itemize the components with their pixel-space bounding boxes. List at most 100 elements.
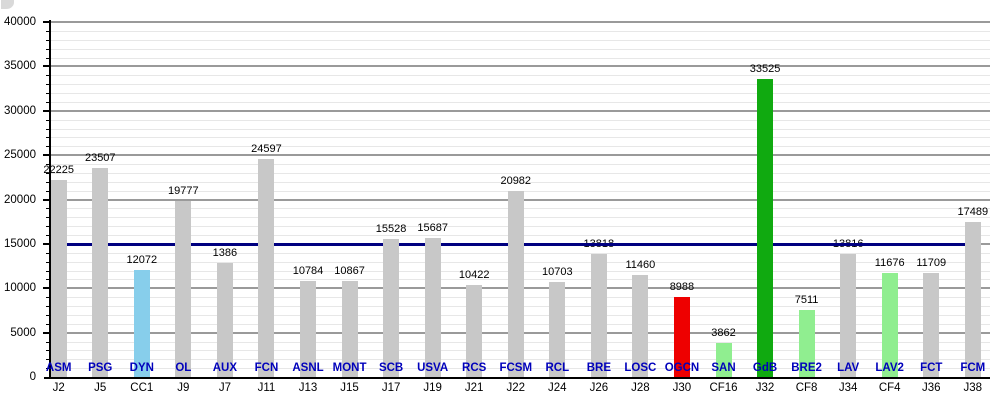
gridline-minor bbox=[51, 119, 990, 121]
bar-AUX bbox=[216, 262, 233, 377]
bar-value-label: 7511 bbox=[794, 294, 819, 307]
y-axis-tick-major bbox=[43, 65, 49, 68]
x-axis-label-CF16: CF16 bbox=[709, 382, 738, 394]
y-axis-label: 0 bbox=[29, 371, 36, 383]
team-label-MONT: MONT bbox=[332, 362, 367, 374]
y-axis-label: 5000 bbox=[10, 326, 36, 339]
y-axis-tick-minor bbox=[46, 164, 49, 165]
team-label-PSG: PSG bbox=[88, 362, 113, 374]
bar-value-label: 15687 bbox=[417, 221, 448, 234]
x-axis-label-J13: J13 bbox=[298, 382, 318, 394]
bar-LAV bbox=[840, 254, 857, 377]
team-label-FCN: FCN bbox=[254, 362, 279, 374]
gridline-minor bbox=[51, 75, 990, 77]
y-axis-tick-minor bbox=[46, 368, 49, 370]
bar-value-label: 12072 bbox=[126, 253, 158, 266]
y-axis-tick-minor bbox=[46, 30, 49, 32]
gridline-major bbox=[51, 65, 990, 68]
gridline-minor bbox=[51, 101, 990, 103]
y-axis-tick-minor bbox=[46, 261, 49, 263]
y-axis-tick-minor bbox=[46, 297, 49, 299]
y-axis-tick-minor bbox=[46, 39, 49, 41]
bar-value-label: 22225 bbox=[43, 163, 74, 176]
team-label-GdB: GdB bbox=[752, 362, 778, 374]
x-axis-label-CC1: CC1 bbox=[130, 382, 154, 394]
gridline-minor bbox=[51, 137, 990, 139]
gridline-major bbox=[51, 154, 990, 157]
bar-ASNL bbox=[300, 281, 316, 377]
x-axis-label-J28: J28 bbox=[631, 382, 650, 394]
gridline-minor bbox=[51, 30, 990, 32]
y-axis-tick-minor bbox=[46, 84, 49, 86]
bar-ASM bbox=[50, 179, 67, 377]
bar-OGCN bbox=[673, 297, 690, 377]
gridline-minor bbox=[51, 128, 990, 130]
team-label-BRE: BRE bbox=[586, 362, 611, 374]
x-axis-label-J34: J34 bbox=[838, 382, 858, 394]
x-axis-label-J22: J22 bbox=[506, 382, 526, 394]
bar-LAV2 bbox=[881, 273, 898, 377]
y-axis-tick-major bbox=[43, 198, 49, 201]
gridline-major bbox=[51, 109, 990, 112]
bar-value-label: 10422 bbox=[458, 268, 490, 281]
x-axis-label-CF8: CF8 bbox=[795, 382, 818, 394]
team-label-SCB: SCB bbox=[378, 362, 404, 374]
bar-value-label: 17489 bbox=[957, 205, 989, 218]
bar-value-label: 11676 bbox=[874, 257, 905, 270]
bar-value-label: 33525 bbox=[749, 63, 781, 76]
team-label-DYN: DYN bbox=[129, 362, 154, 374]
bar-MONT bbox=[341, 280, 358, 377]
x-axis-label-J21: J21 bbox=[464, 382, 484, 394]
team-label-FCSM: FCSM bbox=[499, 362, 533, 374]
y-axis-label: 20000 bbox=[4, 193, 36, 206]
bar-value-label: 24597 bbox=[251, 142, 282, 155]
bar-value-label: 10784 bbox=[292, 265, 324, 278]
gridline-minor bbox=[51, 48, 990, 50]
y-axis-tick-minor bbox=[46, 48, 49, 50]
y-axis-tick-minor bbox=[46, 323, 49, 325]
bar-BRE2 bbox=[798, 310, 815, 377]
x-axis-label-J9: J9 bbox=[177, 382, 190, 394]
y-axis-tick-major bbox=[43, 287, 49, 290]
bar-value-label: 1386 bbox=[212, 246, 238, 259]
y-axis-label: 15000 bbox=[4, 237, 36, 250]
y-axis-label: 25000 bbox=[4, 149, 36, 162]
y-axis-label: 35000 bbox=[4, 60, 36, 73]
bar-DYN bbox=[133, 269, 150, 377]
bar-value-label: 10867 bbox=[334, 264, 365, 277]
team-label-FCM: FCM bbox=[960, 362, 986, 374]
y-axis-tick-minor bbox=[46, 350, 49, 352]
x-axis-line bbox=[44, 377, 990, 379]
x-axis-label-J11: J11 bbox=[257, 382, 276, 394]
bar-SCB bbox=[383, 239, 400, 377]
y-axis-label: 10000 bbox=[4, 282, 36, 295]
y-axis-tick-minor bbox=[46, 279, 49, 281]
x-axis-label-J36: J36 bbox=[921, 382, 941, 394]
gridline-minor bbox=[51, 57, 990, 59]
bar-PSG bbox=[92, 168, 109, 377]
y-axis-tick-minor bbox=[46, 306, 49, 307]
x-axis-label-J7: J7 bbox=[218, 382, 231, 394]
y-axis-tick-minor bbox=[46, 208, 49, 210]
bar-value-label: 15528 bbox=[375, 223, 407, 236]
y-axis-tick-minor bbox=[46, 252, 49, 254]
gridline-minor bbox=[51, 172, 990, 174]
y-axis-tick-minor bbox=[46, 226, 49, 228]
team-label-FCT: FCT bbox=[920, 362, 943, 374]
bar-FCN bbox=[258, 158, 275, 377]
bar-FCT bbox=[923, 273, 940, 377]
y-axis-tick-major bbox=[43, 331, 49, 334]
screen-corner-artifact bbox=[1, 0, 14, 9]
y-axis-tick-minor bbox=[46, 101, 49, 103]
bar-value-label: 8988 bbox=[669, 281, 695, 294]
gridline-major bbox=[51, 21, 990, 23]
team-label-LOSC: LOSC bbox=[624, 362, 657, 374]
bar-RCS bbox=[466, 284, 483, 377]
x-axis-label-J5: J5 bbox=[94, 382, 107, 394]
y-axis-tick-minor bbox=[46, 190, 49, 192]
bar-value-label: 3862 bbox=[711, 326, 736, 339]
gridline-minor bbox=[51, 146, 990, 148]
y-axis-tick-minor bbox=[46, 359, 49, 361]
x-axis-label-J17: J17 bbox=[381, 382, 401, 394]
gridline-minor bbox=[51, 181, 990, 183]
